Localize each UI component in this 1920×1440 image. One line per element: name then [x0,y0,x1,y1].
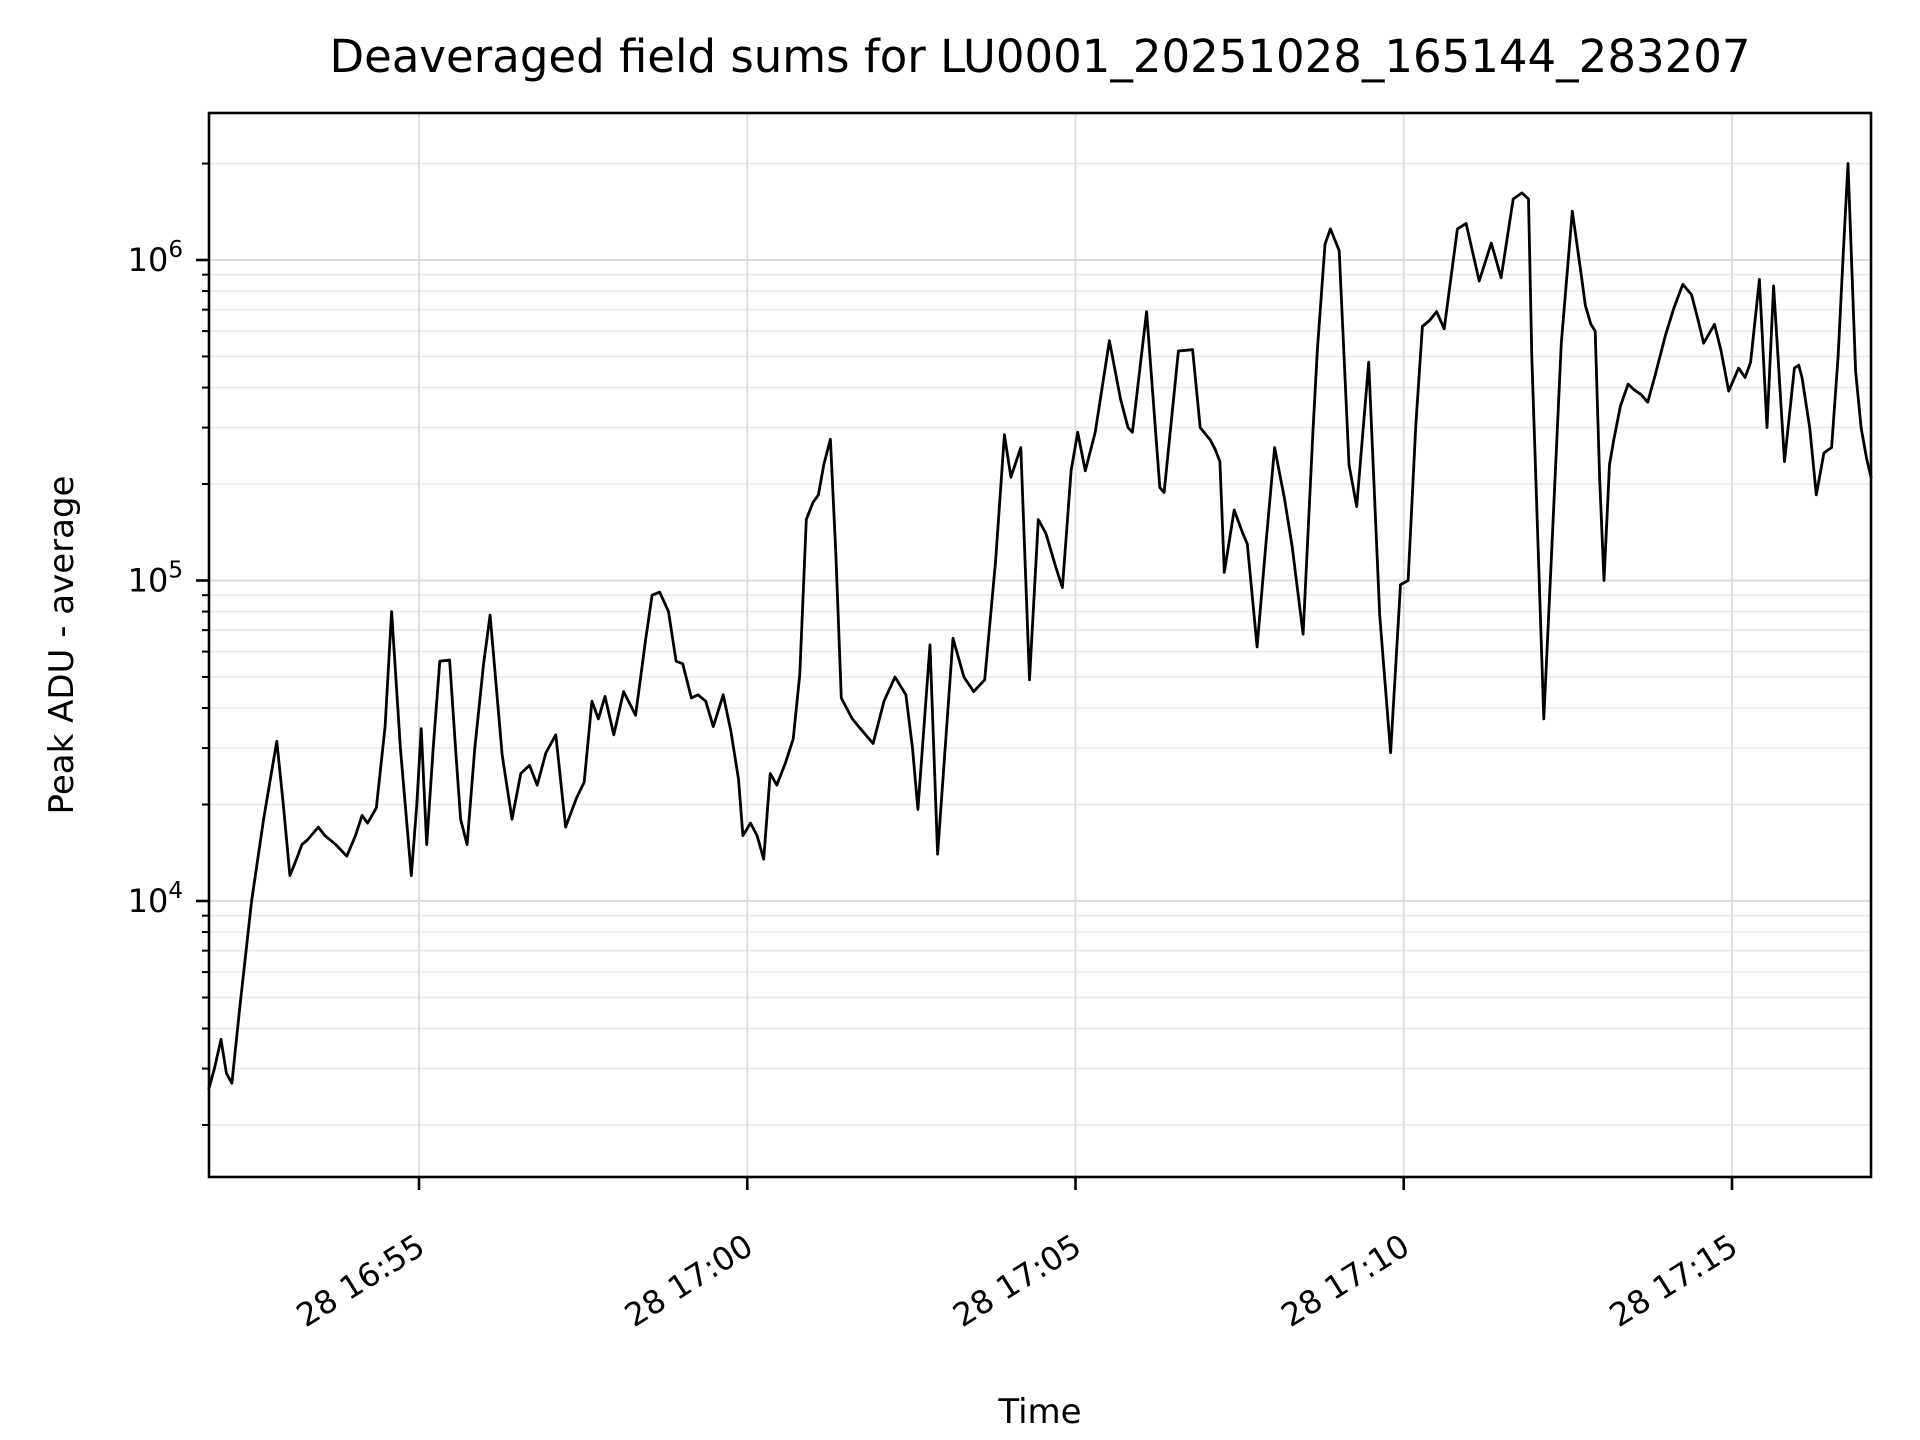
x-tick-label: 28 17:05 [946,1227,1088,1335]
data-line [207,162,1873,1090]
x-tick-label: 28 17:00 [618,1227,760,1335]
chart-title: Deaveraged field sums for LU0001_2025102… [329,30,1751,83]
major-gridlines [209,113,1871,1177]
x-tick-label: 28 17:10 [1274,1227,1416,1335]
y-tick-label: 106 [128,237,183,279]
y-tick-label: 105 [128,558,183,600]
x-axis-label: Time [998,1392,1082,1432]
axes-spines [207,111,1873,1179]
x-tick-label: 28 17:15 [1603,1227,1745,1335]
axis-ticks [196,162,1734,1190]
y-tick-label: 104 [128,878,183,920]
x-tick-label: 28 16:55 [290,1227,432,1335]
minor-gridlines [209,162,1871,1126]
y-axis-label: Peak ADU - average [42,475,82,815]
